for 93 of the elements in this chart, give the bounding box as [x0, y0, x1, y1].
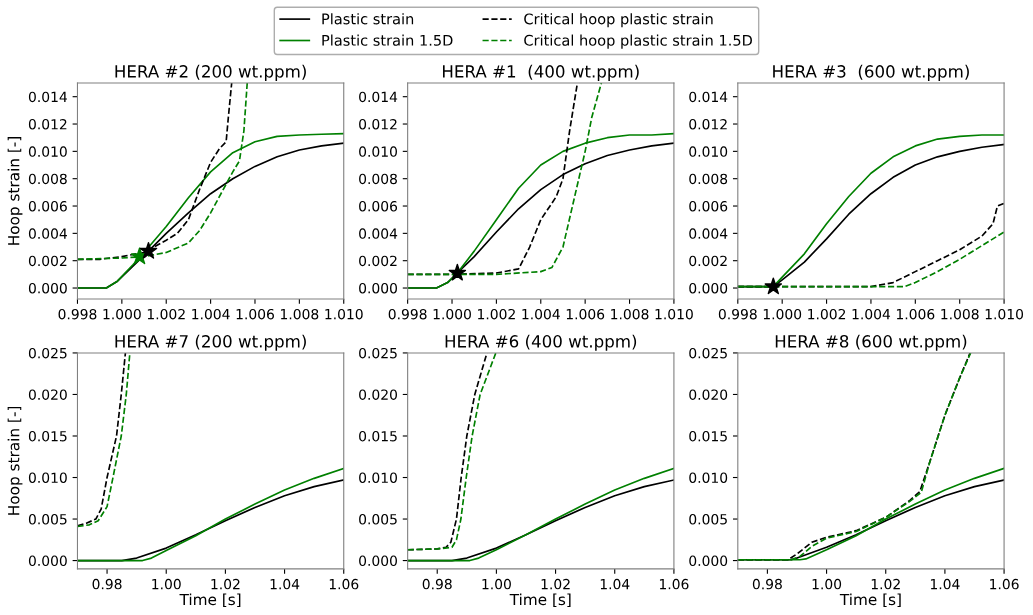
x-axis-title: Time [s]: [179, 593, 241, 608]
y-tick-label: 0.006: [359, 200, 398, 212]
x-tick-label: 0.98: [92, 578, 122, 590]
x-tick-label: 0.98: [752, 578, 782, 590]
y-axis-title: Hoop strain [-]: [7, 137, 23, 245]
x-tick-label: 1.006: [566, 308, 605, 320]
x-tick-label: 0.998: [718, 308, 757, 320]
y-tick-label: 0.002: [689, 255, 727, 267]
y-tick-label: 0.010: [689, 146, 728, 157]
x-tick-label: 1.000: [103, 308, 141, 320]
y-tick-label: 0.020: [28, 389, 67, 400]
chart-title: HERA #7 (200 wt.ppm): [115, 334, 306, 351]
x-tick-label: 1.00: [152, 578, 181, 590]
chart-title: HERA #8 (600 wt.ppm): [775, 334, 967, 351]
chart-title: HERA #3 (600 wt.ppm): [773, 64, 969, 81]
y-tick-label: 0.025: [689, 347, 727, 359]
y-tick-label: 0.012: [359, 118, 397, 130]
y-tick-label: 0.008: [689, 173, 728, 185]
y-tick-label: 0.020: [689, 389, 728, 400]
x-tick-label: 1.002: [147, 308, 185, 320]
x-axis-title: Time [s]: [509, 593, 571, 608]
legend-label: Plastic strain: [322, 13, 414, 25]
legend-label: Critical hoop plastic strain 1.5D: [524, 34, 752, 49]
x-tick-label: 1.006: [236, 308, 274, 320]
y-tick-label: 0.025: [359, 347, 397, 359]
y-tick-label: 0.015: [28, 430, 67, 442]
x-tick-label: 1.000: [433, 308, 471, 320]
y-tick-label: 0.000: [28, 282, 67, 294]
y-tick-label: 0.000: [689, 555, 728, 567]
legend-label: Plastic strain 1.5D: [322, 34, 453, 46]
x-tick-label: 1.004: [852, 308, 891, 320]
y-tick-label: 0.006: [28, 200, 67, 212]
y-tick-label: 0.012: [689, 118, 727, 130]
x-tick-label: 1.004: [522, 308, 560, 320]
y-tick-label: 0.015: [359, 430, 397, 442]
y-tick-label: 0.005: [689, 514, 727, 525]
y-tick-label: 0.006: [689, 200, 728, 212]
x-tick-label: 1.04: [600, 578, 630, 590]
y-tick-label: 0.010: [359, 472, 397, 483]
x-tick-label: 1.010: [655, 308, 693, 320]
y-tick-label: 0.010: [28, 472, 67, 483]
y-tick-label: 0.012: [28, 118, 67, 130]
x-tick-label: 1.00: [812, 578, 842, 590]
y-tick-label: 0.010: [359, 146, 397, 157]
y-tick-label: 0.000: [359, 282, 397, 294]
x-tick-label: 1.004: [192, 308, 230, 320]
x-tick-label: 1.002: [808, 308, 846, 320]
x-tick-label: 0.98: [422, 578, 452, 590]
x-tick-label: 1.008: [611, 308, 649, 320]
x-tick-label: 1.06: [329, 578, 359, 590]
x-tick-label: 1.04: [270, 578, 300, 590]
x-tick-label: 1.06: [990, 578, 1019, 590]
y-tick-label: 0.015: [689, 430, 727, 442]
x-tick-label: 1.02: [541, 578, 570, 590]
y-tick-label: 0.005: [28, 514, 67, 525]
y-tick-label: 0.008: [28, 173, 67, 185]
x-tick-label: 1.04: [930, 578, 960, 590]
y-tick-label: 0.004: [359, 228, 398, 239]
x-tick-label: 1.06: [659, 578, 689, 590]
y-axis-title: Hoop strain [-]: [7, 406, 23, 515]
x-axis-title: Time [s]: [839, 593, 901, 608]
x-tick-label: 1.006: [896, 308, 935, 320]
x-tick-label: 0.998: [388, 308, 427, 320]
legend-label: Critical hoop plastic strain: [524, 13, 713, 28]
x-tick-label: 1.00: [482, 578, 511, 590]
y-tick-label: 0.000: [359, 555, 397, 567]
y-tick-label: 0.014: [359, 91, 398, 103]
x-tick-label: 0.998: [58, 308, 97, 320]
y-tick-label: 0.002: [28, 255, 67, 267]
y-tick-label: 0.010: [689, 472, 728, 483]
chart-title: HERA #6 (400 wt.ppm): [445, 334, 637, 351]
x-tick-label: 1.010: [325, 308, 363, 320]
x-tick-label: 1.000: [763, 308, 802, 320]
x-tick-label: 1.008: [281, 308, 319, 320]
y-tick-label: 0.000: [28, 555, 67, 567]
y-tick-label: 0.010: [28, 146, 67, 157]
y-tick-label: 0.004: [28, 228, 67, 239]
y-tick-label: 0.014: [28, 91, 67, 103]
chart-title: HERA #2 (200 wt.ppm): [115, 64, 306, 81]
y-tick-label: 0.014: [689, 91, 728, 103]
chart-title: HERA #1 (400 wt.ppm): [443, 64, 639, 81]
y-tick-label: 0.025: [28, 347, 67, 359]
y-tick-label: 0.020: [359, 389, 397, 400]
y-tick-label: 0.005: [359, 514, 397, 525]
x-tick-label: 1.002: [478, 308, 515, 320]
x-tick-label: 1.008: [941, 308, 979, 320]
x-tick-label: 1.02: [211, 578, 240, 590]
y-tick-label: 0.002: [359, 255, 397, 267]
y-tick-label: 0.008: [359, 173, 397, 185]
y-tick-label: 0.000: [689, 282, 728, 294]
x-tick-label: 1.010: [985, 308, 1024, 320]
x-tick-label: 1.02: [871, 578, 900, 590]
y-tick-label: 0.004: [689, 228, 728, 239]
